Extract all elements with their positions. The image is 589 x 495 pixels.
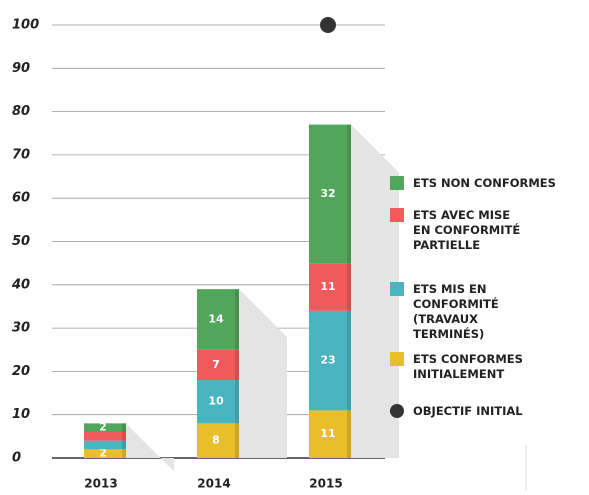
bar-segment <box>197 349 239 381</box>
bar-shadow <box>351 124 399 458</box>
bar-segment <box>84 432 126 441</box>
legend-label: ETS CONFORMES INITIALEMENT <box>413 352 523 381</box>
x-tick-label: 2015 <box>309 477 342 491</box>
bar-segment <box>197 289 239 350</box>
value-label: 11 <box>320 427 335 440</box>
bar-side <box>235 289 239 350</box>
bar-segment <box>309 263 351 311</box>
legend-label: ETS NON CONFORMES <box>413 176 556 190</box>
y-tick-label: 100 <box>12 18 39 33</box>
value-label: 7 <box>212 358 220 371</box>
legend-item: ETS CONFORMES INITIALEMENT <box>390 352 563 382</box>
bar-side <box>347 410 351 458</box>
objective-marker <box>320 17 336 33</box>
y-tick-label: 60 <box>12 191 30 206</box>
bar-side <box>347 310 351 411</box>
bar-segment <box>309 410 351 458</box>
value-label: 2 <box>99 447 107 460</box>
bar-side <box>122 423 126 433</box>
y-tick-label: 20 <box>12 364 30 379</box>
value-label: 11 <box>320 280 335 293</box>
y-tick-label: 90 <box>12 61 30 76</box>
x-tick-label: 2014 <box>197 477 230 491</box>
y-tick-label: 30 <box>12 321 30 336</box>
legend-swatch <box>390 176 404 190</box>
bar-side <box>235 380 239 424</box>
legend-swatch <box>390 404 404 418</box>
legend-item: ETS NON CONFORMES <box>390 176 563 191</box>
y-tick-label: 40 <box>11 277 30 292</box>
bar-shadow <box>239 289 287 458</box>
value-label: 2 <box>99 421 107 434</box>
legend-item: ETS MIS EN CONFORMITÉ (TRAVAUX TERMINÉS) <box>390 282 523 342</box>
y-tick-label: 80 <box>12 104 30 119</box>
bar-side <box>122 440 126 450</box>
value-label: 32 <box>320 187 335 200</box>
y-tick-label: 70 <box>12 147 30 162</box>
legend-swatch <box>390 208 404 222</box>
value-label: 10 <box>208 395 224 408</box>
legend-label: OBJECTIF INITIAL <box>413 404 523 418</box>
value-label: 8 <box>212 434 220 447</box>
y-tick-label: 50 <box>12 234 30 249</box>
bar-shadow <box>126 423 174 472</box>
bar-segment <box>84 449 126 458</box>
bar-side <box>122 432 126 441</box>
value-label: 14 <box>208 312 224 325</box>
bar-segment <box>309 124 351 264</box>
bar-segment <box>84 423 126 433</box>
bar-segment <box>197 380 239 424</box>
bar-side <box>235 349 239 381</box>
bar-segment <box>84 440 126 450</box>
y-tick-label: 10 <box>12 407 30 422</box>
legend-item: OBJECTIF INITIAL <box>390 404 583 419</box>
legend-swatch <box>390 352 404 366</box>
legend-swatch <box>390 282 404 296</box>
bar-side <box>347 263 351 311</box>
bar-side <box>235 423 239 458</box>
legend-item: ETS AVEC MISE EN CONFORMITÉ PARTIELLE <box>390 208 531 253</box>
value-label: 23 <box>320 354 335 367</box>
x-tick-label: 2013 <box>84 477 117 491</box>
legend-label: ETS MIS EN CONFORMITÉ (TRAVAUX TERMINÉS) <box>413 282 499 341</box>
y-tick-label: 0 <box>12 451 21 466</box>
bar-side <box>122 449 126 458</box>
bar-segment <box>309 310 351 411</box>
bar-side <box>347 124 351 264</box>
legend-label: ETS AVEC MISE EN CONFORMITÉ PARTIELLE <box>413 208 521 252</box>
bar-segment <box>197 423 239 458</box>
